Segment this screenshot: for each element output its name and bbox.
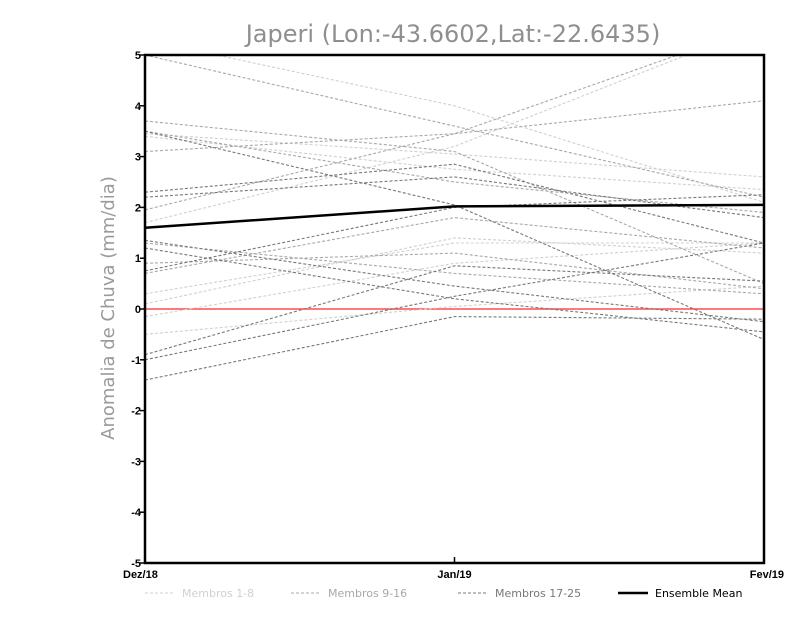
y-tick-label: -1 [131, 355, 141, 367]
member-series-line [145, 163, 764, 244]
y-tick-label: 0 [135, 304, 141, 316]
chart-title: Japeri (Lon:-43.6602,Lat:-22.6435) [244, 20, 661, 48]
member-series-line [145, 247, 764, 333]
member-series-line [145, 100, 764, 153]
member-series-line [145, 285, 764, 335]
y-tick-label: 4 [135, 101, 142, 113]
member-series-line [145, 55, 764, 198]
member-series-line [145, 135, 764, 191]
legend-item: Membros 9-16 [291, 587, 407, 600]
member-series-line [145, 242, 764, 318]
member-series-line [145, 120, 764, 285]
legend: Membros 1-8 Membros 9-16 Membros 17-25 Ense… [145, 587, 742, 600]
member-series-line [145, 217, 764, 274]
y-tick-label: -3 [131, 456, 141, 468]
x-tick-label: Dez/18 [123, 569, 158, 581]
member-series-line [145, 242, 764, 361]
member-series-line [145, 133, 764, 178]
member-series-line [145, 55, 680, 211]
legend-item: Ensemble Mean [618, 587, 742, 600]
y-tick-label: -2 [131, 406, 141, 418]
member-series-line [145, 55, 689, 224]
y-tick-label: 1 [135, 253, 141, 265]
y-axis-label: Anomalia de Chuva (mm/dia) [98, 176, 119, 440]
member-series-line [145, 130, 764, 341]
y-tick-label: 3 [135, 152, 141, 164]
member-series-line [145, 242, 764, 295]
series-layer [145, 55, 764, 381]
y-tick-label: 2 [135, 202, 141, 214]
legend-item: Membros 17-25 [458, 587, 581, 600]
member-series-line [145, 239, 764, 323]
legend-label: Membros 17-25 [495, 587, 581, 600]
ensemble-mean-line [145, 203, 764, 229]
member-series-line [145, 237, 764, 305]
member-series-line [213, 55, 764, 203]
legend-label: Ensemble Mean [655, 587, 742, 600]
y-tick-label: -5 [131, 558, 141, 570]
member-series-line [145, 265, 764, 356]
y-tick-label: 5 [135, 50, 141, 62]
x-tick-label: Fev/19 [750, 569, 784, 581]
member-series-line [145, 176, 764, 219]
legend-item: Membros 1-8 [145, 587, 254, 600]
legend-label: Membros 1-8 [182, 587, 254, 600]
legend-label: Membros 9-16 [328, 587, 407, 600]
y-tick-label: -4 [131, 507, 142, 519]
x-tick-label: Jan/19 [437, 569, 471, 581]
member-series-line [145, 130, 764, 214]
member-series-line [145, 316, 764, 381]
member-series-line [145, 252, 764, 290]
